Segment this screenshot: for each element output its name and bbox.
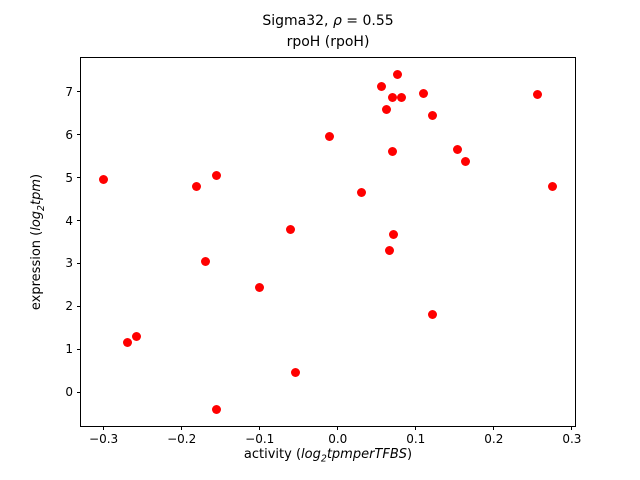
x-axis-label: activity (log2tpmperTFBS) [80,447,576,465]
scatter-point [211,171,221,181]
y-axis-label-text: expression ( [29,230,45,311]
y-tick-mark [77,220,81,222]
x-axis-label-math: log [301,447,321,462]
scatter-point [131,331,141,341]
x-tick-label: 0.2 [484,432,504,446]
scatter-point [211,404,221,414]
scatter-point [356,188,366,198]
y-tick-label: 0 [65,385,73,400]
y-axis-label-math-rest: tpm [29,178,45,205]
scatter-point [388,230,398,240]
y-tick-mark [77,134,81,136]
y-tick-mark [77,391,81,393]
scatter-point [325,132,335,142]
y-tick-mark [77,91,81,93]
x-tick-mark [493,426,495,430]
x-axis-label-math-rest: tpmperTFBS [326,447,408,462]
x-tick-mark [571,426,573,430]
scatter-point [381,105,391,115]
scatter-point [453,145,463,155]
y-tick-label: 2 [65,299,73,314]
scatter-point [376,82,386,92]
y-tick-mark [77,305,81,307]
chart-title-line2: rpoH (rpoH) [286,34,370,50]
scatter-point [255,282,265,292]
y-tick-mark [77,348,81,350]
y-tick-label: 3 [65,256,73,271]
y-tick-label: 1 [65,342,73,357]
scatter-point [99,175,109,185]
y-tick-label: 7 [65,84,73,99]
scatter-point [122,338,132,348]
x-tick-label: −0.2 [167,432,197,446]
scatter-point [286,224,296,234]
x-axis-label-close: ) [407,447,413,462]
scatter-point [387,92,397,102]
scatter-point [547,181,557,191]
x-axis-label-text: activity ( [243,447,302,462]
title-correlation-value: = 0.55 [341,13,394,29]
x-tick-mark [415,426,417,430]
y-tick-label: 5 [65,170,73,185]
chart-title: Sigma32, ρ = 0.55 rpoH (rpoH) [80,11,576,53]
x-tick-label: −0.3 [89,432,119,446]
chart-title-line1: Sigma32, ρ = 0.55 [80,11,576,32]
scatter-point [427,310,437,320]
x-axis-label-subscript: 2 [320,453,327,465]
plot-area: −0.3 −0.2 −0.1 0.0 0.1 0.2 0.3 0 1 2 3 4 5 6 7 [65,57,581,446]
x-tick-mark [337,426,339,430]
x-tick-label: 0.1 [406,432,426,446]
scatter-point [397,92,407,102]
scatter-point [384,246,394,256]
scatter-point [387,147,397,157]
x-tick-label: 0.0 [328,432,348,446]
y-tick-label: 6 [65,127,73,142]
x-tick-mark [181,426,183,430]
title-text: Sigma32, [262,13,333,29]
scatter-point [419,88,429,98]
x-tick-label: −0.1 [245,432,275,446]
scatter-point [192,181,201,191]
y-axis-label-math: log [29,210,45,231]
y-axis-label-subscript: 2 [35,204,47,211]
y-tick-mark [77,262,81,264]
scatter-point [533,89,543,99]
y-axis-label: expression (log2tpm) [29,174,47,310]
y-axis-label-close: ) [29,173,45,179]
scatter-point [461,157,471,167]
y-tick-label: 4 [65,213,73,228]
scatter-point [393,70,403,80]
scatter-point [291,368,301,378]
y-tick-mark [77,177,81,179]
x-tick-label: 0.3 [562,432,582,446]
title-rho-symbol: ρ [332,13,342,29]
x-tick-mark [103,426,105,430]
scatter-point [200,256,210,266]
x-tick-mark [259,426,261,430]
scatter-point [428,110,438,120]
